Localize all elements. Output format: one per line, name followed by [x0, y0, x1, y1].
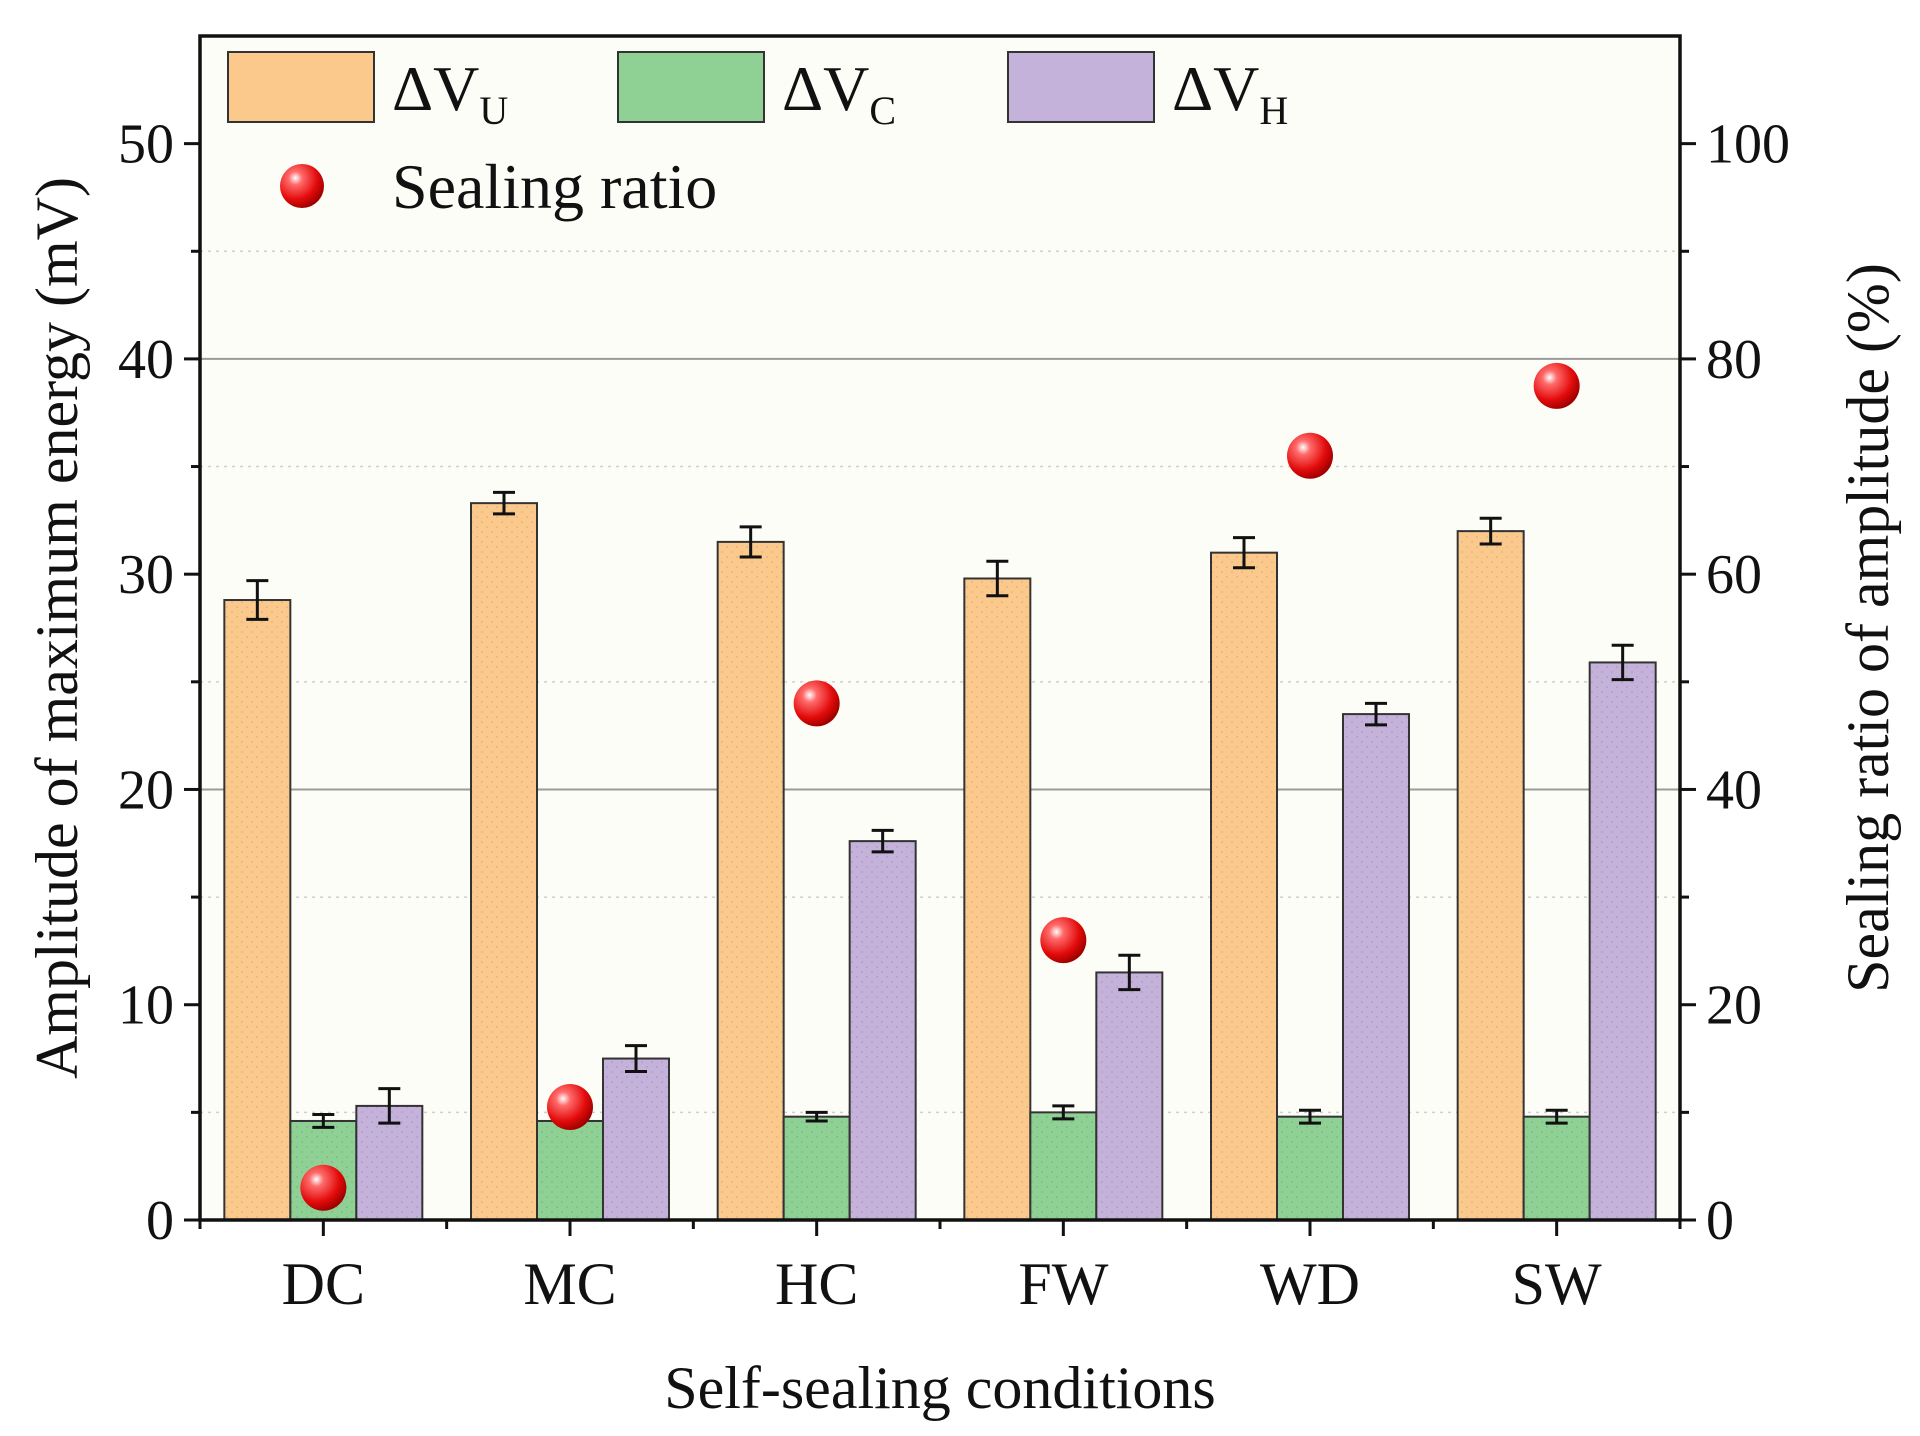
y-tick-label: 10 — [118, 975, 174, 1037]
bar-texture — [1523, 1116, 1590, 1220]
y-tick-label: 0 — [146, 1190, 174, 1252]
bar-texture — [1589, 662, 1656, 1220]
y2-axis-title: Sealing ratio of amplitude (%) — [1835, 263, 1901, 993]
x-axis-title: Self-sealing conditions — [664, 1355, 1216, 1421]
bar-texture — [1030, 1112, 1097, 1220]
sealing-ratio-point-wd — [1287, 432, 1333, 479]
bar-texture — [717, 541, 784, 1220]
bar-texture — [471, 503, 537, 1220]
bar-texture — [1343, 714, 1409, 1220]
bars — [223, 502, 1657, 1222]
y2-tick-label: 0 — [1706, 1190, 1734, 1252]
grid-lines — [200, 250, 1680, 1114]
sealing-ratio-points — [300, 362, 1580, 1211]
y-tick-label: 20 — [118, 759, 174, 821]
error-bars — [246, 490, 1634, 1129]
x-category-label-dc: DC — [282, 1251, 365, 1317]
legend-item-dvc: ΔVC — [617, 51, 896, 133]
bar-texture — [1277, 1116, 1343, 1220]
bar-texture — [224, 600, 291, 1220]
sealing-ratio-point-mc — [547, 1083, 593, 1130]
legend: ΔVU ΔVC ΔVH Sealing ratio — [227, 51, 1288, 222]
y-tick-label: 40 — [118, 329, 174, 391]
y2-tick-label: 80 — [1706, 329, 1762, 391]
legend-label-dvh: ΔVH — [1172, 53, 1288, 133]
legend-swatch-dvc — [617, 51, 765, 123]
sealing-ratio-point-dc — [300, 1164, 347, 1211]
sealing-ratio-point-fw — [1040, 917, 1087, 964]
legend-item-sealing-ratio: Sealing ratio — [280, 151, 717, 222]
legend-swatch-dvu — [227, 51, 375, 123]
bar-texture — [356, 1105, 423, 1220]
x-category-label-hc: HC — [775, 1251, 858, 1317]
sealing-ratio-point-hc — [793, 680, 840, 727]
y-tick-label: 30 — [118, 544, 174, 606]
bar-texture — [783, 1116, 850, 1220]
bar-texture — [1096, 972, 1163, 1220]
legend-swatch-dvh — [1007, 51, 1155, 123]
bar-texture — [1211, 552, 1277, 1220]
y2-tick-label: 20 — [1706, 975, 1762, 1037]
legend-marker-sealing-ratio — [280, 164, 324, 208]
axes: 0 10 20 30 40 50 0 20 40 60 80 100 DC MC HC FW WD SW — [118, 114, 1790, 1317]
bar-texture — [603, 1058, 669, 1220]
bar-texture — [849, 841, 916, 1220]
bar-texture — [537, 1120, 603, 1220]
bar-texture — [964, 578, 1031, 1220]
legend-label-dvc: ΔVC — [782, 53, 896, 133]
x-category-label-mc: MC — [523, 1251, 616, 1317]
x-category-label-wd: WD — [1260, 1251, 1360, 1317]
legend-item-dvh: ΔVH — [1007, 51, 1288, 133]
x-category-label-sw: SW — [1512, 1251, 1602, 1317]
legend-label-sealing-ratio: Sealing ratio — [392, 151, 717, 222]
x-category-label-fw: FW — [1018, 1251, 1108, 1317]
y-axis-title: Amplitude of maximum energy (mV) — [24, 177, 90, 1079]
y-tick-label: 50 — [118, 114, 174, 176]
y2-tick-label: 100 — [1706, 114, 1790, 176]
legend-label-dvu: ΔVU — [392, 53, 508, 133]
bar-texture — [1457, 531, 1524, 1220]
sealing-ratio-point-sw — [1533, 362, 1580, 409]
legend-item-dvu: ΔVU — [227, 51, 508, 133]
plot-background — [200, 36, 1680, 1220]
y2-tick-label: 40 — [1706, 759, 1762, 821]
y2-tick-label: 60 — [1706, 544, 1762, 606]
